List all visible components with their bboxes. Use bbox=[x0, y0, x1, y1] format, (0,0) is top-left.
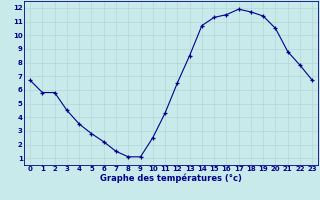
X-axis label: Graphe des températures (°c): Graphe des températures (°c) bbox=[100, 174, 242, 183]
